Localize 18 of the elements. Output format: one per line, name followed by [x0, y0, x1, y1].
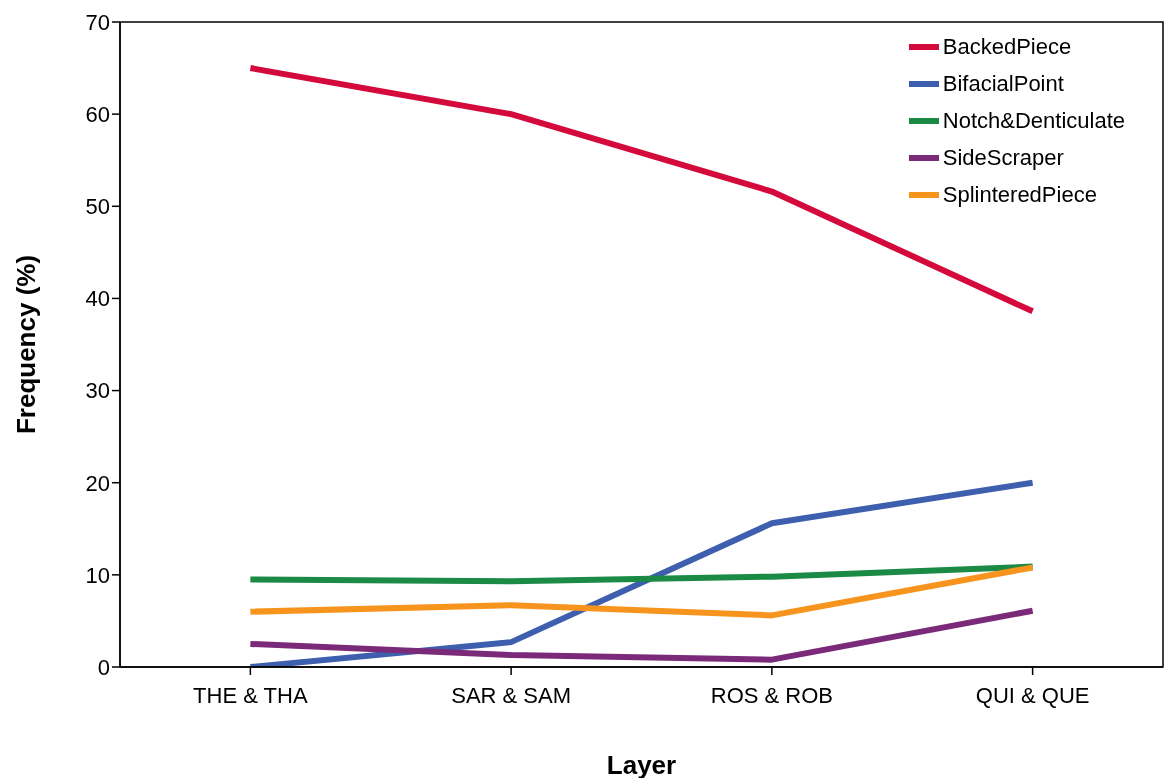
- y-tick-label: 20: [85, 470, 110, 496]
- y-tick-label: 0: [97, 654, 110, 680]
- legend-label: BackedPiece: [942, 33, 1072, 60]
- y-tick-label: 50: [85, 194, 110, 220]
- y-tick-label: 70: [85, 9, 110, 35]
- y-tick-label: 40: [85, 286, 110, 312]
- y-tick-label: 60: [85, 101, 110, 127]
- legend-label: SplinteredPiece: [942, 181, 1097, 208]
- x-tick-label: SAR & SAM: [451, 682, 572, 708]
- legend-label: BifacialPoint: [942, 70, 1064, 97]
- x-tick-label: THE & THA: [193, 682, 308, 708]
- x-tick-label: QUI & QUE: [975, 682, 1090, 708]
- x-tick-label: ROS & ROB: [710, 682, 833, 708]
- y-tick-label: 30: [85, 378, 110, 404]
- y-tick-label: 10: [85, 562, 110, 588]
- y-axis-title: Frequency (%): [11, 254, 42, 435]
- legend-label: Notch&Denticulate: [942, 107, 1125, 134]
- legend-label: SideScraper: [942, 144, 1064, 171]
